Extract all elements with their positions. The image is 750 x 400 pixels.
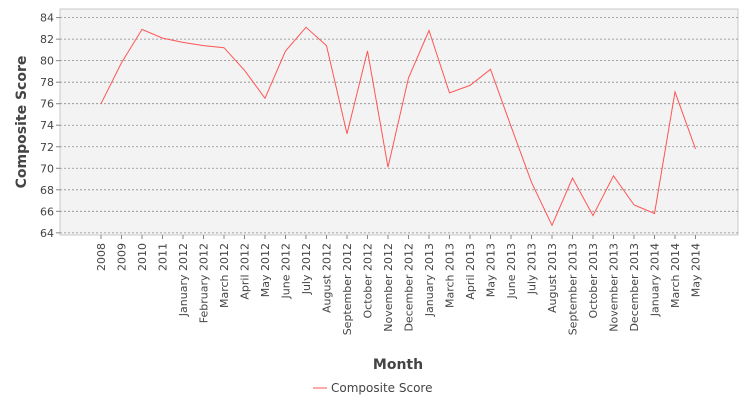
x-tick-label: October 2012 — [362, 243, 375, 319]
x-tick-label: May 2012 — [259, 243, 272, 297]
y-tick-label: 70 — [40, 162, 54, 175]
x-tick-label: July 2013 — [526, 243, 539, 295]
x-tick-label: January 2012 — [177, 243, 190, 317]
x-axis-title: Month — [373, 357, 423, 373]
x-tick-label: 2010 — [136, 243, 149, 271]
x-tick-label: June 2012 — [280, 243, 293, 299]
x-tick-label: August 2012 — [321, 243, 334, 313]
y-tick-label: 64 — [40, 227, 54, 240]
x-tick-label: February 2012 — [198, 243, 211, 323]
gridlines — [60, 17, 738, 234]
plot-background — [59, 8, 739, 236]
y-tick-label: 68 — [40, 184, 54, 197]
x-tick-label: 2009 — [116, 243, 129, 271]
legend-label: Composite Score — [331, 381, 432, 395]
x-tick-label: June 2013 — [505, 243, 518, 299]
y-axis-title: Composite Score — [14, 56, 30, 189]
x-tick-label: January 2014 — [649, 243, 662, 317]
x-tick-label: 2011 — [157, 243, 170, 271]
x-tick-label: December 2013 — [628, 243, 641, 332]
x-tick-label: January 2013 — [423, 243, 436, 317]
y-tick-label: 74 — [40, 119, 54, 132]
x-tick-label: November 2013 — [608, 243, 621, 332]
y-tick-label: 76 — [40, 98, 54, 111]
x-tick-label: May 2014 — [690, 243, 703, 297]
series-line — [100, 26, 696, 227]
x-tick-label: April 2013 — [464, 243, 477, 300]
x-tick-label: July 2012 — [300, 243, 313, 295]
x-tick-label: September 2013 — [567, 243, 580, 335]
y-tick-label: 78 — [40, 76, 54, 89]
x-tick-label: 2008 — [95, 243, 108, 271]
y-tick-label: 72 — [40, 141, 54, 154]
x-tick-label: October 2013 — [587, 243, 600, 319]
x-axis-ticks: 2008 2009 2010 2011 January 2012 February 201… — [95, 235, 703, 335]
y-tick-label: 82 — [40, 33, 54, 46]
y-tick-label: 80 — [40, 55, 54, 68]
x-tick-label: September 2012 — [341, 243, 354, 335]
x-tick-label: March 2013 — [444, 243, 457, 308]
x-tick-label: May 2013 — [485, 243, 498, 297]
series-layer — [100, 26, 696, 227]
y-tick-label: 84 — [40, 12, 54, 25]
legend: Composite Score — [313, 381, 432, 395]
x-tick-label: March 2012 — [218, 243, 231, 308]
x-tick-label: March 2014 — [669, 243, 682, 308]
x-tick-label: August 2013 — [546, 243, 559, 313]
y-tick-label: 66 — [40, 205, 54, 218]
x-tick-label: November 2012 — [382, 243, 395, 332]
x-tick-label: April 2012 — [239, 243, 252, 300]
x-tick-label: December 2012 — [403, 243, 416, 332]
y-axis-ticks: 64 66 68 70 72 74 76 78 80 82 84 — [40, 12, 60, 240]
